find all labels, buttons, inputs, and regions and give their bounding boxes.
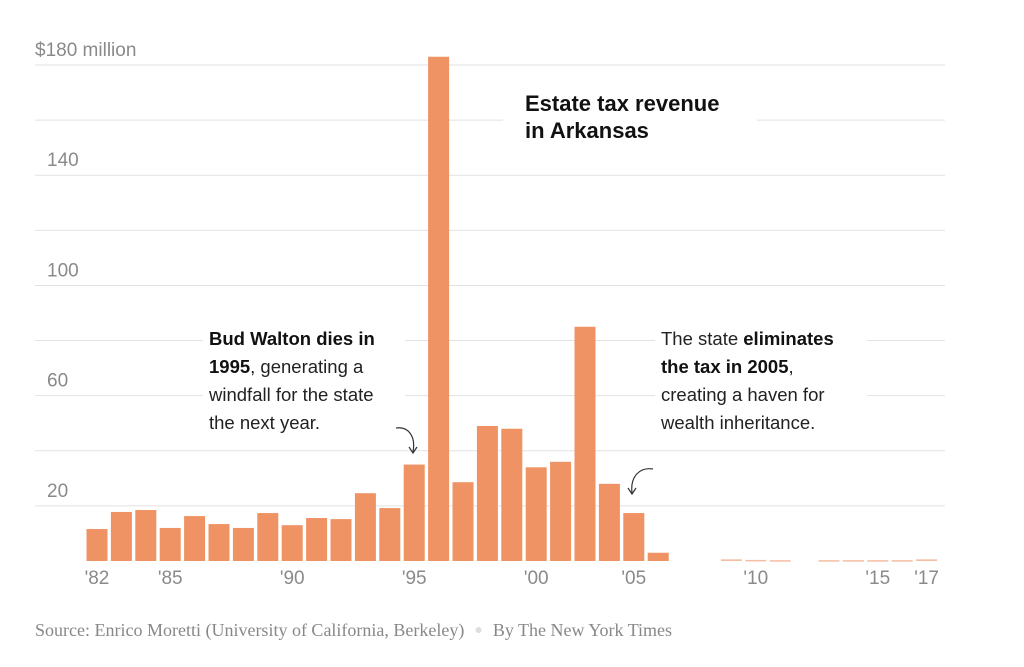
- bar: [476, 425, 498, 561]
- separator-dot: ●: [474, 623, 483, 638]
- x-tick-label: '00: [524, 568, 549, 589]
- bar: [623, 513, 645, 561]
- bar: [891, 560, 913, 562]
- annotation-text: , generating a windfall for the state th…: [209, 356, 374, 433]
- y-axis-labels: 20 60 100 140 $180 million: [35, 40, 136, 502]
- x-tick-label: '82: [85, 568, 110, 589]
- x-tick-label: '95: [402, 568, 427, 589]
- bar: [574, 326, 596, 561]
- bar: [86, 529, 108, 561]
- bar: [110, 511, 132, 561]
- bar: [306, 518, 328, 561]
- annotation-eliminates: The state eliminates the tax in 2005, cr…: [655, 325, 867, 437]
- y-tick-label: 100: [47, 260, 79, 281]
- bar: [184, 516, 206, 561]
- bar: [720, 559, 742, 561]
- bar: [818, 560, 840, 562]
- bar: [330, 519, 352, 561]
- bar: [428, 56, 450, 561]
- bar: [159, 527, 181, 561]
- bar: [550, 461, 572, 561]
- x-axis-labels: '82 '85 '90 '95 '00 '05 '10 '15 '17: [85, 568, 939, 589]
- bars: [86, 56, 938, 562]
- y-tick-label: $180 million: [35, 40, 136, 61]
- bar: [403, 464, 425, 561]
- bar: [354, 493, 376, 561]
- x-tick-label: '05: [621, 568, 646, 589]
- annotation-bold: eliminates the tax in 2005: [661, 328, 834, 377]
- bar: [525, 467, 547, 561]
- y-tick-label: 60: [47, 371, 68, 392]
- bar: [842, 560, 864, 562]
- source-text: Source: Enrico Moretti (University of Ca…: [35, 620, 465, 640]
- x-tick-label: '17: [914, 568, 939, 589]
- bar: [501, 428, 523, 561]
- bar: [135, 510, 157, 561]
- bar: [745, 559, 767, 562]
- byline: By The New York Times: [492, 620, 673, 640]
- y-tick-label: 20: [47, 481, 68, 502]
- bar: [647, 552, 669, 561]
- x-tick-label: '85: [158, 568, 183, 589]
- annotation-text: , creating a haven for wealth inheritanc…: [661, 356, 825, 433]
- footer: Source: Enrico Moretti (University of Ca…: [35, 620, 672, 641]
- bar: [232, 527, 254, 561]
- bar: [208, 524, 230, 561]
- x-tick-label: '10: [743, 568, 768, 589]
- gridlines: [35, 64, 945, 507]
- bar: [867, 560, 889, 562]
- annotation-bud-walton: Bud Walton dies in 1995, generating a wi…: [203, 325, 405, 437]
- chart-title: Estate tax revenue in Arkansas: [503, 90, 757, 144]
- x-tick-label: '15: [865, 568, 890, 589]
- y-tick-label: 140: [47, 150, 79, 171]
- bar: [379, 508, 401, 561]
- annotation-bold: Bud Walton dies in 1995: [209, 328, 375, 377]
- bar: [452, 482, 474, 561]
- annotation-text: The state: [661, 328, 744, 349]
- x-tick-label: '90: [280, 568, 305, 589]
- bar: [916, 559, 938, 561]
- bar: [281, 525, 303, 561]
- bar: [598, 483, 620, 561]
- bar: [769, 560, 791, 562]
- bar: [257, 513, 279, 561]
